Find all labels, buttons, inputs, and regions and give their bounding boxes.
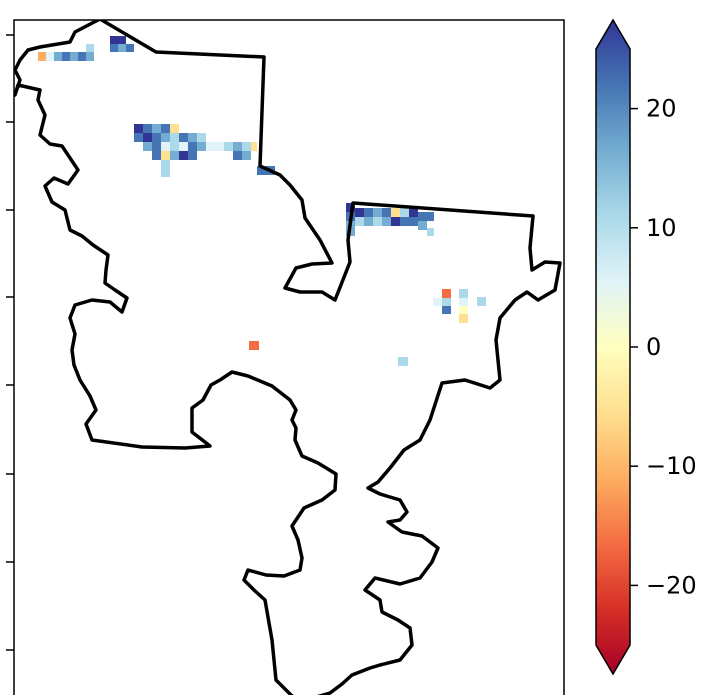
data-cell [152, 151, 161, 160]
data-cell [110, 36, 118, 44]
colorbar-tick-label: −20 [646, 571, 697, 599]
y-axis-ticks [6, 34, 14, 651]
data-cell [442, 289, 451, 298]
data-cell [170, 133, 179, 142]
data-cell [409, 208, 418, 217]
data-cell [161, 142, 170, 151]
data-cell [161, 124, 170, 133]
data-cell [170, 124, 179, 133]
colorbar-tick-label: −10 [646, 452, 697, 480]
data-cell [143, 133, 152, 142]
data-cell [382, 217, 391, 226]
data-cell [161, 133, 170, 142]
colorbar-tick-label: 20 [646, 95, 677, 123]
data-cell [400, 217, 409, 226]
data-cell [442, 298, 451, 306]
data-cell [110, 44, 118, 52]
data-cell [161, 151, 170, 160]
data-cell [242, 142, 251, 151]
data-cell [78, 52, 86, 61]
data-cell [459, 314, 468, 323]
data-cell [364, 208, 373, 217]
data-cell [134, 124, 143, 133]
data-cell [391, 217, 400, 226]
data-cell [188, 142, 197, 151]
data-cell [233, 151, 242, 160]
data-cell [409, 217, 418, 226]
colorbar-tick-label: 0 [646, 333, 661, 361]
data-cell [152, 142, 161, 151]
data-cell [418, 212, 427, 221]
colorbar-ticks: 20 10 0 −10 −20 [630, 95, 697, 599]
data-cell [170, 142, 179, 151]
data-cell [242, 151, 251, 160]
data-cell [134, 133, 143, 142]
colorbar-body [595, 18, 631, 676]
data-cell [126, 44, 134, 52]
data-cell [373, 208, 382, 217]
data-cell [398, 357, 408, 366]
data-cell [346, 203, 355, 212]
axes-frame [13, 19, 565, 695]
map-axes [6, 19, 565, 695]
data-cell [152, 133, 161, 142]
data-cell [433, 298, 442, 306]
colorbar: 20 10 0 −10 −20 [595, 18, 697, 676]
data-cell [118, 36, 126, 44]
data-cell [477, 297, 486, 306]
data-cell [179, 142, 188, 151]
data-cell [249, 341, 259, 350]
data-cell [224, 142, 233, 151]
data-cell [391, 208, 400, 217]
data-cell [62, 52, 70, 61]
data-cell [118, 44, 126, 52]
data-cell [364, 217, 373, 226]
data-cell [427, 212, 434, 221]
region-boundary [14, 20, 562, 695]
data-cell [179, 151, 188, 160]
data-cell [161, 169, 170, 177]
data-cell [38, 52, 46, 61]
data-cell [355, 217, 364, 226]
data-cell [373, 217, 382, 226]
data-cell [188, 133, 197, 142]
data-cell [206, 142, 215, 151]
data-cell [143, 142, 152, 151]
data-cell [179, 133, 188, 142]
data-cell [46, 52, 54, 61]
data-cell [152, 124, 161, 133]
data-cell [197, 133, 206, 142]
data-cell [257, 166, 266, 175]
data-cell [459, 298, 468, 306]
colorbar-tick-label: 10 [646, 214, 677, 242]
data-cell [197, 142, 206, 151]
data-cell [418, 221, 427, 230]
data-cell [442, 306, 451, 314]
data-cell [215, 142, 224, 151]
data-cell [355, 208, 364, 217]
data-cell [459, 289, 468, 298]
data-cell [400, 208, 409, 217]
data-cell [382, 208, 391, 217]
data-cell [54, 52, 62, 61]
data-cell [188, 151, 197, 160]
data-cell [233, 142, 242, 151]
data-cell [143, 124, 152, 133]
data-cell [70, 52, 78, 61]
data-cell [427, 228, 434, 236]
data-cell [251, 142, 257, 151]
data-cell [86, 52, 94, 61]
data-cell [86, 44, 94, 52]
data-cell [459, 306, 468, 314]
data-cell [161, 160, 170, 169]
data-cell [170, 151, 179, 160]
